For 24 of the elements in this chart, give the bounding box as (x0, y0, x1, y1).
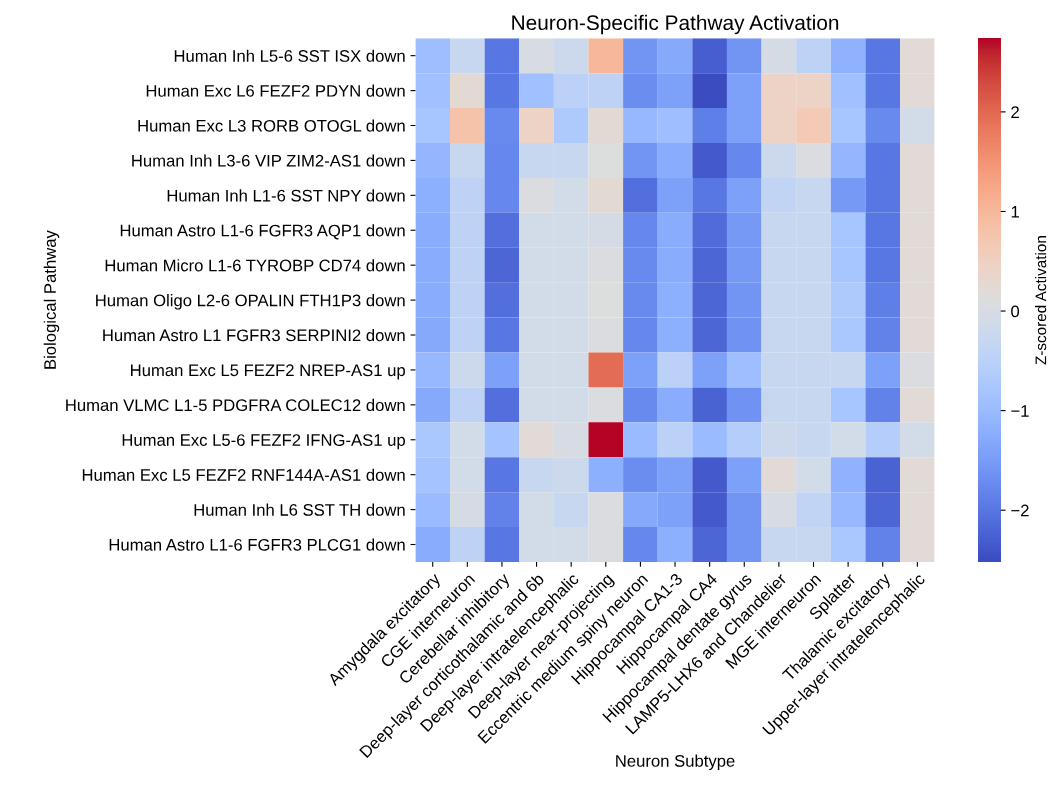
y-tick-label: Human Exc L3 RORB OTOGL down (138, 119, 405, 132)
color-bar-label: 0 (1011, 305, 1020, 318)
y-tick-label: Human Exc L5 FEZF2 RNF144A-AS1 down (82, 468, 405, 481)
color-bar-label: −2 (1011, 504, 1029, 517)
y-tick-label: Human Exc L5-6 FEZF2 IFNG-AS1 up (122, 434, 405, 450)
x-axis-title: Neuron Subtype (616, 754, 735, 771)
y-tick-label: Human Micro L1-6 TYROBP CD74 down (105, 259, 405, 272)
y-tick-label: Human Astro L1 FGFR3 SERPINI2 down (103, 328, 405, 342)
chart-title: Neuron-Specific Pathway Activation (512, 14, 839, 35)
color-bar-title: Z-scored Activation (1035, 236, 1047, 365)
y-tick-label: Human Inh L5-6 SST ISX down (174, 49, 405, 62)
y-tick-label: Human VLMC L1-5 PDGFRA COLEC12 down (66, 398, 405, 412)
y-tick-label: Human Exc L5 FEZF2 NREP-AS1 up (131, 364, 405, 380)
y-tick-label: Human Oligo L2-6 OPALIN FTH1P3 down (96, 294, 405, 310)
y-tick-label: Human Inh L3-6 VIP ZIM2-AS1 down (132, 154, 405, 167)
color-bar-label: −1 (1011, 405, 1029, 417)
y-axis-title: Biological Pathway (43, 230, 60, 369)
y-tick-label: Human Astro L1-6 FGFR3 PLCG1 down (109, 538, 405, 551)
y-tick-label: Human Inh L6 SST TH down (194, 503, 405, 516)
color-bar-label: 2 (1011, 106, 1019, 118)
y-tick-label: Human Astro L1-6 FGFR3 AQP1 down (120, 224, 405, 240)
y-tick-label: Human Exc L6 FEZF2 PDYN down (146, 84, 405, 97)
color-bar-label: 1 (1011, 206, 1019, 218)
y-tick-label: Human Inh L1-6 SST NPY down (167, 189, 405, 202)
